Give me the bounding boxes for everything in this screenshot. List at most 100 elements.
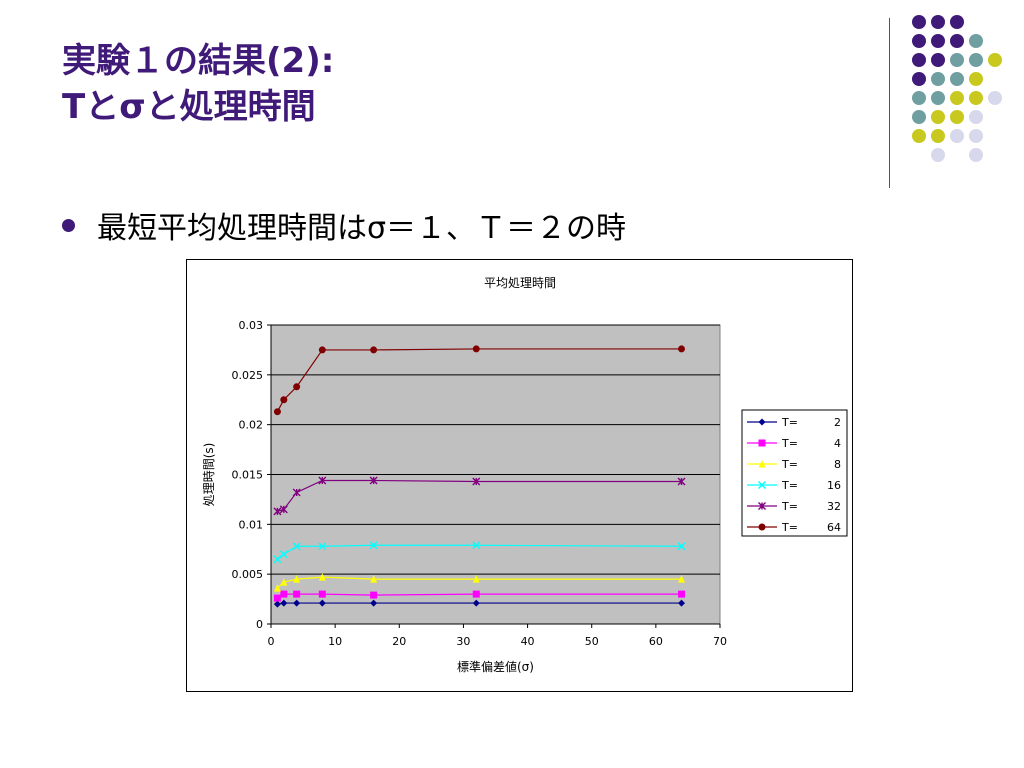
data-point	[678, 599, 686, 607]
series-4	[273, 590, 686, 602]
data-point	[318, 542, 327, 551]
data-point	[678, 575, 686, 583]
data-point	[280, 396, 288, 404]
data-point	[293, 383, 301, 391]
decorative-dot	[931, 129, 945, 143]
legend: T= 2 T= 4 T= 8 T= 16 T= 32 T= 64	[741, 409, 848, 537]
slide-title-line2: Tとσと処理時間	[62, 87, 316, 127]
data-point	[292, 488, 301, 497]
y-axis-label: 処理時間(s)	[202, 443, 216, 507]
legend-label: T=	[781, 437, 798, 450]
decorative-dot	[912, 72, 926, 86]
decorative-dot	[950, 72, 964, 86]
decorative-dot	[950, 110, 964, 124]
data-point	[292, 542, 301, 551]
data-point	[273, 507, 282, 516]
decorative-divider	[889, 18, 890, 188]
legend-value: 32	[827, 500, 841, 513]
y-tick-label: 0	[256, 618, 263, 631]
y-tick-label: 0.015	[232, 469, 264, 482]
data-point	[677, 477, 686, 486]
legend-value: 2	[834, 416, 841, 429]
chart-container: 平均処理時間 0 0.005 0.01 0.015 0.02 0.025 0.03 0 10 20 3…	[186, 259, 853, 692]
data-point	[293, 575, 301, 583]
x-axis-label: 標準偏差値(σ)	[457, 659, 534, 674]
series-32	[273, 476, 686, 516]
data-point	[273, 584, 281, 592]
data-point	[273, 408, 281, 416]
x-tick-label: 20	[392, 635, 406, 648]
decorative-dot-pattern	[912, 15, 1002, 162]
data-point	[370, 346, 378, 354]
decorative-dot	[931, 15, 945, 29]
decorative-dot	[950, 129, 964, 143]
data-point	[279, 550, 288, 559]
bullet-item: 最短平均処理時間はσ＝１、Ｔ＝２の時	[62, 203, 626, 247]
data-point	[678, 345, 686, 353]
data-point	[370, 591, 378, 599]
data-point	[318, 476, 327, 485]
decorative-dot	[969, 34, 983, 48]
legend-label: T=	[781, 479, 798, 492]
decorative-dot	[969, 91, 983, 105]
x-tick-label: 40	[521, 635, 535, 648]
chart-title: 平均処理時間	[484, 276, 556, 290]
legend-value: 8	[834, 458, 841, 471]
decorative-dot	[912, 34, 926, 48]
data-point	[280, 578, 288, 586]
data-point	[472, 541, 481, 550]
decorative-dot	[950, 91, 964, 105]
data-point	[472, 345, 480, 353]
data-point	[678, 590, 686, 598]
legend-value: 64	[827, 521, 841, 534]
decorative-dot	[969, 53, 983, 67]
data-point	[318, 590, 326, 598]
decorative-dot	[912, 91, 926, 105]
decorative-dot	[950, 34, 964, 48]
data-point	[369, 476, 378, 485]
data-point	[293, 590, 301, 598]
legend-marker	[758, 481, 766, 489]
decorative-dot	[931, 72, 945, 86]
legend-label: T=	[781, 416, 798, 429]
x-tick-label: 30	[456, 635, 470, 648]
y-tick-label: 0.005	[232, 568, 264, 581]
decorative-dot	[950, 53, 964, 67]
data-point	[273, 600, 281, 608]
data-point	[273, 594, 281, 602]
series-8	[273, 573, 686, 592]
data-point	[677, 542, 686, 551]
decorative-dot	[969, 72, 983, 86]
y-tick-label: 0.025	[232, 369, 264, 382]
legend-value: 4	[834, 437, 841, 450]
decorative-dot	[912, 110, 926, 124]
data-point	[280, 599, 288, 607]
series-2	[273, 599, 686, 608]
data-point	[318, 599, 326, 607]
decorative-dot	[988, 91, 1002, 105]
data-point	[279, 505, 288, 514]
data-point	[318, 346, 326, 354]
data-point	[472, 590, 480, 598]
decorative-dot	[969, 129, 983, 143]
y-tick-label: 0.03	[239, 319, 264, 332]
data-point	[318, 573, 326, 581]
data-point	[370, 599, 378, 607]
y-tick-label: 0.02	[239, 419, 264, 432]
legend-box	[741, 409, 848, 537]
decorative-dot	[969, 148, 983, 162]
data-point	[472, 575, 480, 583]
decorative-dot	[912, 129, 926, 143]
legend-label: T=	[781, 458, 798, 471]
decorative-dot	[931, 34, 945, 48]
data-point	[293, 599, 301, 607]
decorative-dot	[969, 110, 983, 124]
decorative-dot	[912, 53, 926, 67]
legend-label: T=	[781, 521, 798, 534]
legend-marker	[758, 460, 766, 468]
series-64	[273, 345, 686, 416]
legend-marker	[758, 523, 766, 531]
decorative-dot	[950, 15, 964, 29]
line-chart: 平均処理時間 0 0.005 0.01 0.015 0.02 0.025 0.03 0 10 20 3…	[202, 276, 848, 674]
slide-title: 実験１の結果(2): Tとσと処理時間	[62, 38, 334, 130]
